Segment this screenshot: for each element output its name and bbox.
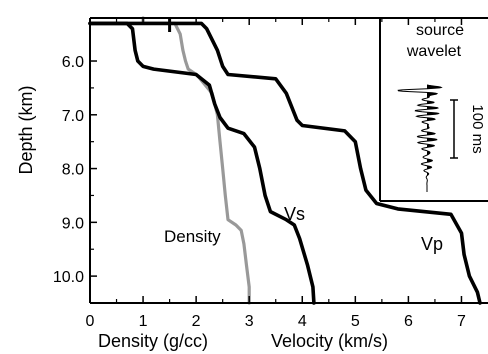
- inset-background: [380, 18, 488, 201]
- x-tick-label-1: 1: [139, 313, 148, 330]
- y-tick-label-1: 7.0: [62, 108, 84, 125]
- series-layer: [88, 16, 482, 305]
- x-tick-label-0: 0: [86, 313, 95, 330]
- y-tick-label-0: 6.0: [62, 54, 84, 71]
- y-tick-label-4: 10.0: [53, 269, 84, 286]
- x-tick-label-5: 5: [351, 313, 360, 330]
- series-label-vs: Vs: [284, 204, 305, 224]
- inset-title-line2: wavelet: [406, 43, 462, 60]
- wavelet-positive-fill: [427, 85, 442, 176]
- labels: Depth (km) Density (g/cc) Velocity (km/s) V…: [16, 85, 443, 351]
- series-label-vp: Vp: [421, 234, 443, 254]
- axes: 0 1 2 3 4 5 6 7 6.0 7.0 8.0 9.0 10.0: [53, 17, 488, 330]
- inset-scale-label: 100 ms: [469, 104, 486, 153]
- series-line-density: [141, 16, 251, 305]
- source-wavelet-inset: source wavelet 100 ms: [379, 18, 488, 202]
- x-axis-label-velocity: Velocity (km/s): [271, 331, 388, 351]
- x-tick-label-4: 4: [298, 313, 307, 330]
- y-axis-label: Depth (km): [16, 85, 36, 174]
- x-tick-label-3: 3: [245, 313, 254, 330]
- series-label-density: Density: [164, 227, 221, 246]
- x-tick-label-6: 6: [404, 313, 413, 330]
- x-tick-label-7: 7: [457, 313, 466, 330]
- inset-title-line1: source: [416, 22, 464, 39]
- series-line-vs: [88, 21, 316, 305]
- x-axis-label-density: Density (g/cc): [98, 331, 208, 351]
- y-tick-label-2: 8.0: [62, 162, 84, 179]
- x-tick-label-2: 2: [192, 313, 201, 330]
- y-tick-label-3: 9.0: [62, 215, 84, 232]
- series-line-vp: [88, 21, 482, 305]
